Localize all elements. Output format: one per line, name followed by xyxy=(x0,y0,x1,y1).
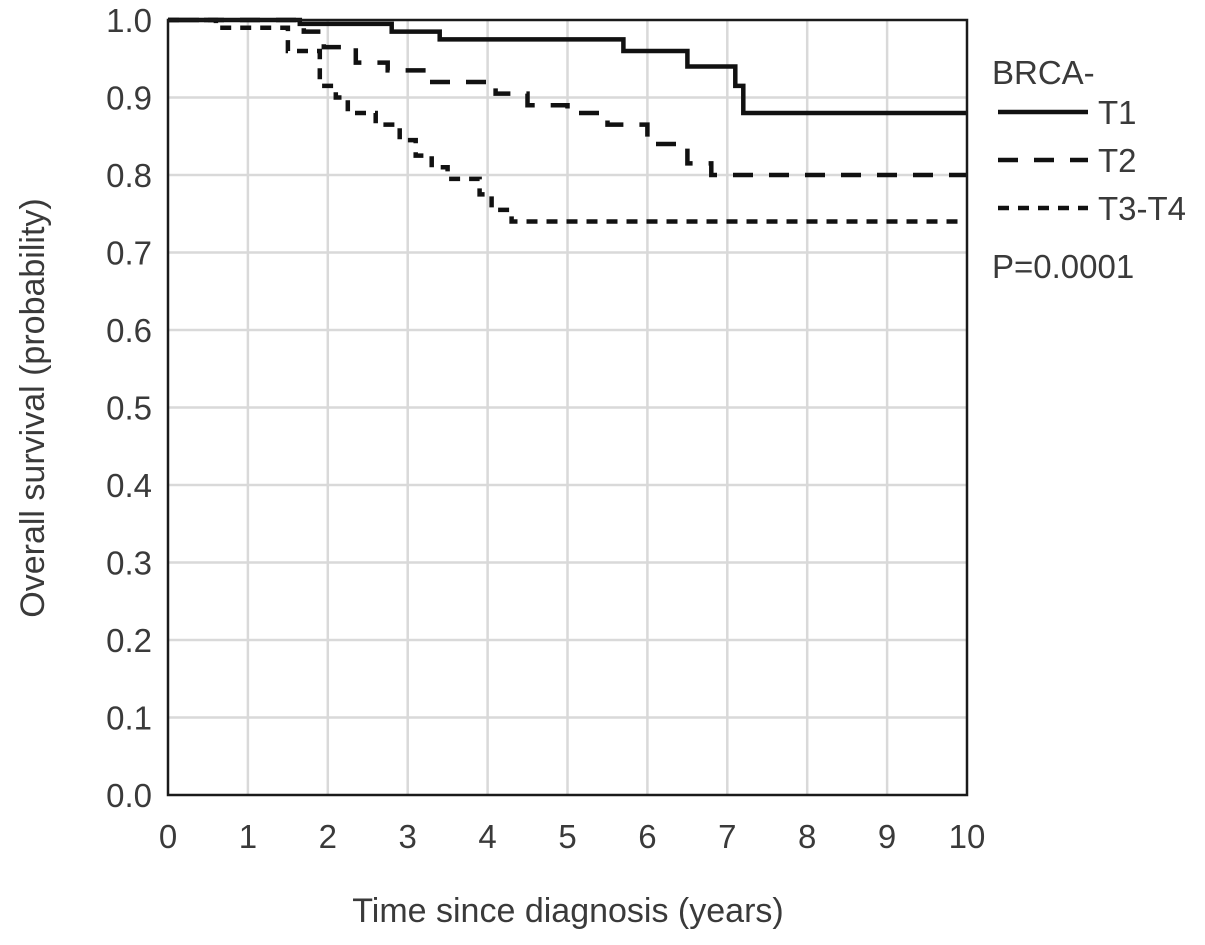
x-tick-label: 0 xyxy=(159,818,177,855)
x-tick-label: 4 xyxy=(478,818,496,855)
series-lines xyxy=(168,17,967,224)
y-tick-label: 0.9 xyxy=(106,80,152,117)
legend-label-t2: T2 xyxy=(1098,142,1137,179)
x-tick-labels: 0 1 2 3 4 5 6 7 8 9 10 xyxy=(159,818,986,855)
x-tick-label: 5 xyxy=(558,818,576,855)
x-tick-label: 7 xyxy=(718,818,736,855)
y-tick-label: 1.0 xyxy=(106,2,152,39)
x-tick-label: 1 xyxy=(239,818,257,855)
x-axis-title: Time since diagnosis (years) xyxy=(352,892,783,930)
series-line-t2 xyxy=(168,17,967,178)
y-tick-label: 0.4 xyxy=(106,467,152,504)
y-tick-label: 0.1 xyxy=(106,700,152,737)
x-tick-label: 8 xyxy=(798,818,816,855)
x-tick-label: 6 xyxy=(638,818,656,855)
y-tick-labels: 0.0 0.1 0.2 0.3 0.4 0.5 0.6 0.7 0.8 0.9 1.0 xyxy=(106,2,152,814)
series-line-t3-t4 xyxy=(168,17,967,224)
x-tick-label: 2 xyxy=(319,818,337,855)
y-tick-label: 0.3 xyxy=(106,545,152,582)
legend-items: T1 T2 T3-T4 xyxy=(998,94,1186,227)
x-tick-label: 3 xyxy=(399,818,417,855)
y-tick-label: 0.2 xyxy=(106,622,152,659)
y-tick-label: 0.0 xyxy=(106,777,152,814)
y-tick-label: 0.5 xyxy=(106,390,152,427)
legend-label-t1: T1 xyxy=(1098,94,1137,131)
legend: BRCA- T1 T2 T3-T4 P=0.0001 xyxy=(992,54,1186,285)
x-tick-label: 10 xyxy=(949,818,986,855)
y-axis-title: Overall survival (probability) xyxy=(14,198,52,617)
y-tick-label: 0.8 xyxy=(106,157,152,194)
series-line-t1 xyxy=(168,17,967,116)
plot-frame xyxy=(166,18,969,797)
x-tick-label: 9 xyxy=(878,818,896,855)
grid-lines xyxy=(168,20,967,795)
p-value-annotation: P=0.0001 xyxy=(992,248,1134,285)
y-tick-label: 0.6 xyxy=(106,312,152,349)
legend-label-t3-t4: T3-T4 xyxy=(1098,190,1186,227)
legend-title: BRCA- xyxy=(992,54,1095,91)
y-tick-label: 0.7 xyxy=(106,235,152,272)
